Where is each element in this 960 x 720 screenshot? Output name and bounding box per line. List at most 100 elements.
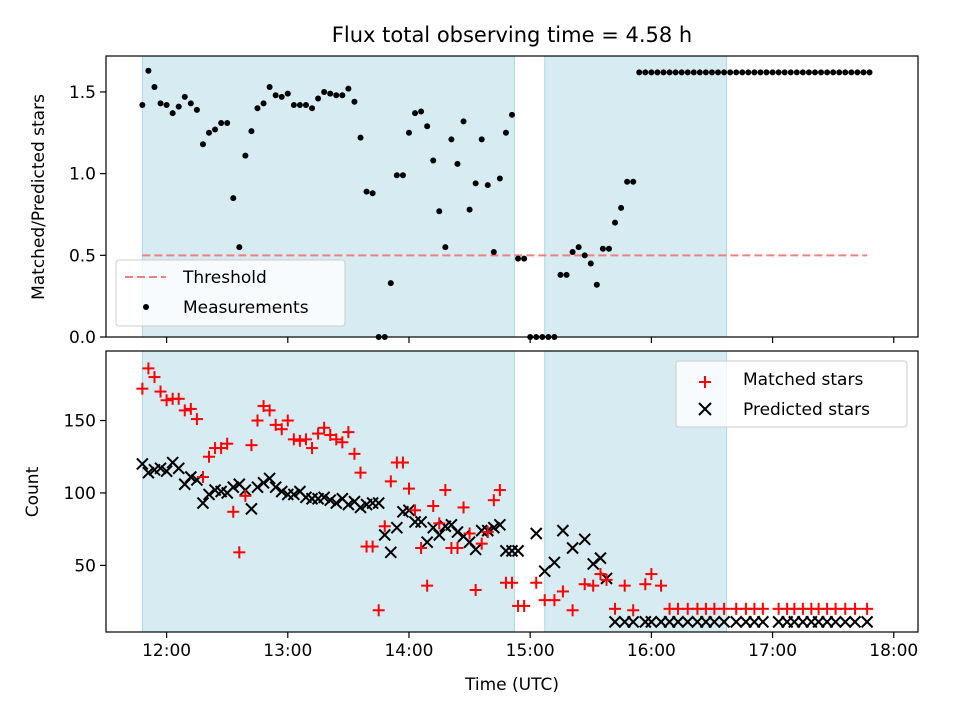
matched-star-point (756, 602, 769, 615)
measurement-point (515, 255, 522, 262)
measurement-point (763, 69, 770, 76)
measurement-point (393, 172, 400, 179)
predicted-star-point (354, 501, 367, 514)
matched-star-point (409, 504, 422, 517)
measurement-point (787, 69, 794, 76)
measurement-point (496, 175, 503, 182)
predicted-star-point (848, 615, 862, 629)
measurement-point (575, 244, 582, 251)
matched-star-point (645, 568, 658, 581)
top-y-tick-label: 1.0 (69, 165, 96, 185)
bottom-x-tick-label: 16:00 (627, 641, 676, 661)
predicted-star-point (860, 615, 874, 629)
measurement-point (799, 69, 806, 76)
matched-star-point (587, 579, 600, 592)
predicted-star-point (390, 521, 404, 534)
measurement-point (612, 219, 619, 226)
matched-legend-swatch (699, 376, 711, 388)
matched-star-point (172, 392, 185, 405)
measurement-point (811, 69, 818, 76)
predicted-star-point (594, 551, 607, 565)
matched-star-point (148, 371, 161, 384)
matched-star-point (154, 385, 167, 398)
measurement-point (199, 141, 206, 148)
measurement-point (448, 136, 455, 143)
measurement-point (424, 123, 431, 130)
predicted-star-point (196, 496, 210, 510)
matched-star-point (556, 585, 569, 598)
measurement-point (454, 160, 461, 167)
measurement-point (678, 69, 685, 76)
measurement-point (569, 249, 576, 256)
bottom-y-tick-label: 100 (64, 484, 96, 504)
matched-star-point (506, 576, 518, 589)
matched-star-point (306, 442, 319, 455)
bottom-x-tick-label: 12:00 (142, 641, 191, 661)
matched-star-point (861, 602, 874, 615)
measurement-point (805, 69, 812, 76)
bottom-y-tick-label: 150 (64, 412, 96, 432)
matched-star-point (609, 602, 622, 615)
top-y-axis-label: Matched/Predicted stars (29, 94, 49, 300)
predicted-star-point (245, 502, 258, 516)
measurement-point (418, 108, 425, 115)
matched-star-point (318, 421, 331, 434)
measurement-point (436, 208, 443, 215)
matched-star-point (566, 604, 579, 617)
bottom-x-tick-label: 13:00 (263, 641, 312, 661)
measurement-point (751, 69, 758, 76)
matched-stars-layer (136, 362, 874, 617)
matched-star-point (342, 426, 355, 439)
matched-star-point (354, 466, 367, 479)
predicted-star-point (608, 615, 622, 629)
predicted-star-point (530, 527, 543, 540)
predicted-star-point (839, 615, 852, 629)
measurement-point (775, 69, 782, 76)
matched-star-point (281, 414, 294, 427)
measurement-point (666, 69, 673, 76)
matched-star-point (227, 505, 240, 518)
matched-star-point (518, 599, 531, 612)
measurement-point (387, 280, 394, 287)
measurement-point (163, 102, 170, 109)
measurement-point (321, 88, 328, 95)
predicted-legend-swatch (698, 402, 712, 416)
measurement-point (690, 69, 697, 76)
top-y-tick-label: 0.5 (69, 246, 96, 266)
predicted-star-point (324, 493, 337, 507)
measurement-point (145, 67, 152, 74)
matched-star-point (336, 436, 349, 449)
matched-star-point (548, 594, 561, 607)
predicted-stars-layer (136, 456, 874, 629)
matched-star-point (600, 573, 613, 586)
matched-star-point (848, 602, 861, 615)
matched-star-point (618, 579, 631, 592)
predicted-star-point (645, 615, 658, 629)
measurement-point (654, 69, 661, 76)
predicted-star-point (160, 465, 173, 478)
measurement-point (230, 195, 237, 202)
matched-star-point (493, 484, 506, 497)
measurement-point (605, 245, 612, 252)
measurement-point (484, 182, 491, 189)
measurement-point (187, 100, 194, 107)
matched-star-point (427, 499, 440, 512)
matched-star-point (475, 537, 488, 550)
measurement-point (139, 102, 146, 109)
predicted-star-point (317, 491, 331, 504)
predicted-star-point (142, 466, 155, 479)
measurement-point (842, 69, 849, 76)
matched-star-point (627, 604, 640, 617)
measurement-point (193, 106, 200, 113)
matched-star-point (287, 433, 300, 446)
matched-star-point (481, 526, 494, 539)
bottom-legend-box (675, 360, 908, 428)
measurement-point (587, 260, 594, 267)
predicted-star-point (578, 533, 591, 546)
measurement-point (357, 134, 364, 141)
predicted-star-point (556, 524, 570, 537)
predicted-star-point (402, 504, 416, 517)
bottom-y-tick-label: 50 (74, 556, 96, 576)
